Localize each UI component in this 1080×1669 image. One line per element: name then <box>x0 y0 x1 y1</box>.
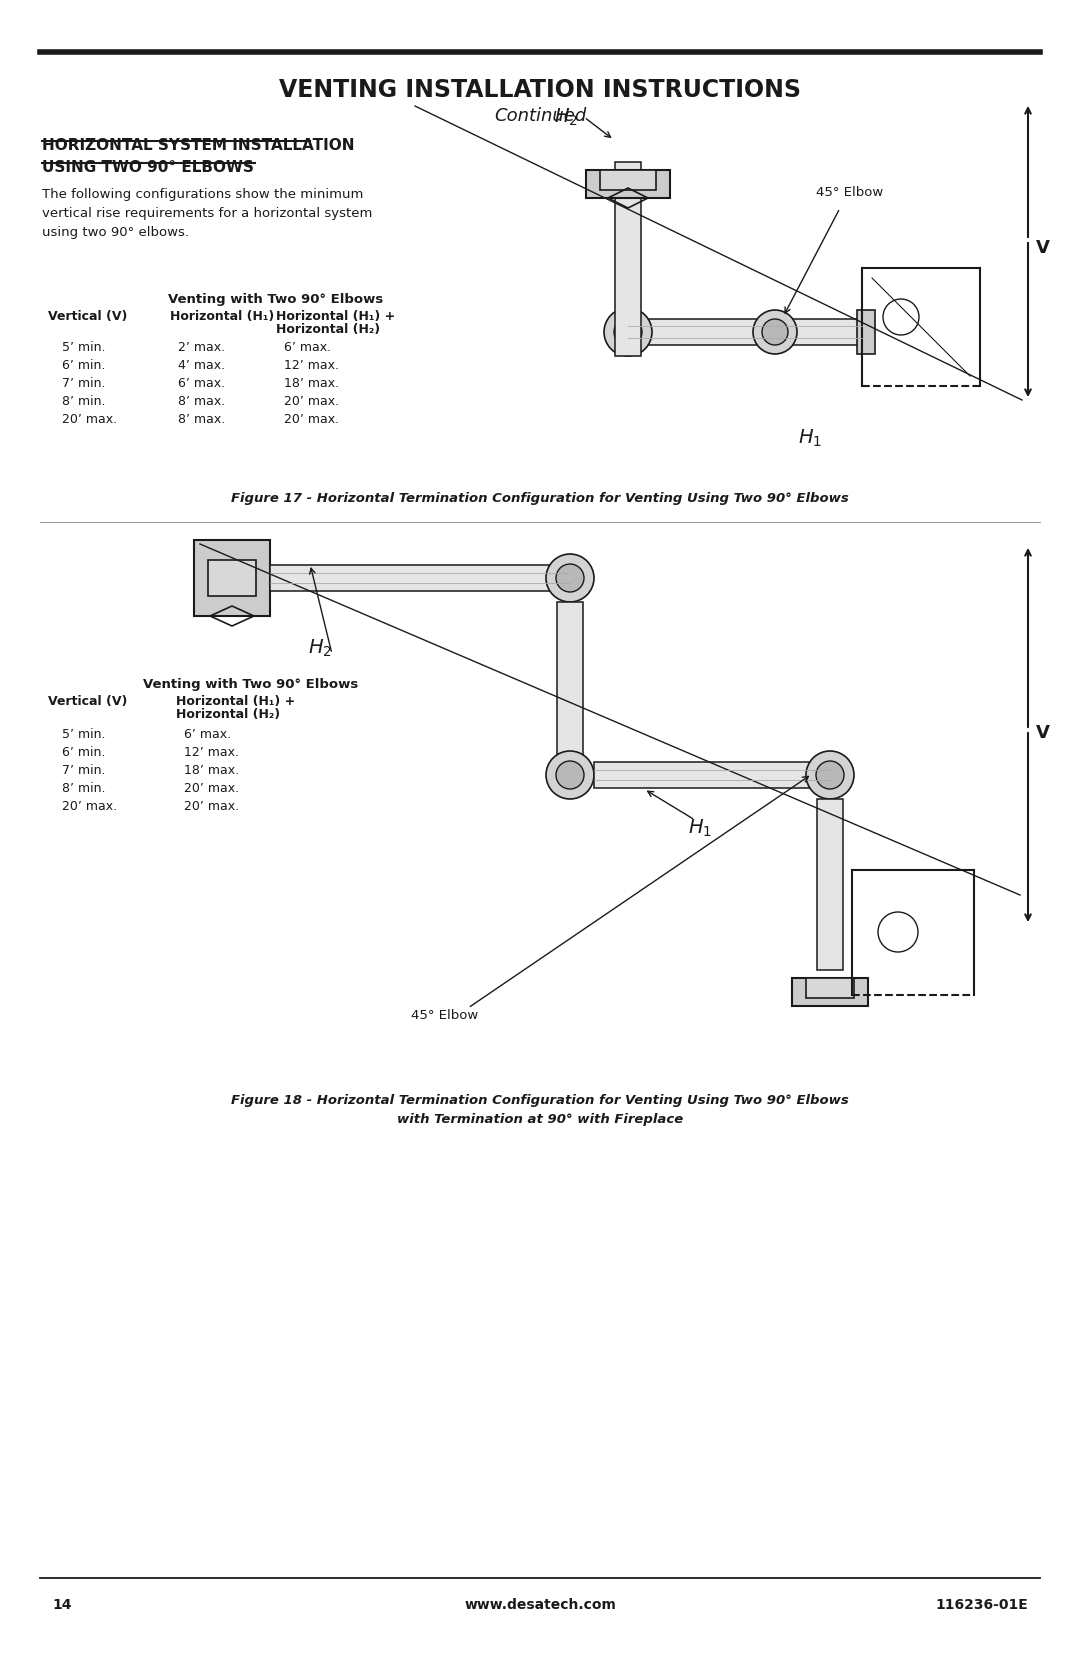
Circle shape <box>604 309 652 355</box>
Text: Venting with Two 90° Elbows: Venting with Two 90° Elbows <box>168 294 383 305</box>
Text: 45° Elbow: 45° Elbow <box>411 1008 478 1021</box>
Text: Horizontal (H₂): Horizontal (H₂) <box>176 708 280 721</box>
Text: 2’ max.: 2’ max. <box>178 340 225 354</box>
Text: 6’ min.: 6’ min. <box>62 359 106 372</box>
Circle shape <box>556 761 584 789</box>
Text: $H_2$: $H_2$ <box>554 107 578 127</box>
Text: 5’ min.: 5’ min. <box>62 728 106 741</box>
Text: 20’ max.: 20’ max. <box>284 412 339 426</box>
FancyBboxPatch shape <box>600 170 656 190</box>
Circle shape <box>816 761 843 789</box>
Text: 14: 14 <box>52 1597 71 1612</box>
FancyBboxPatch shape <box>627 319 862 345</box>
Text: 7’ min.: 7’ min. <box>62 377 106 391</box>
Text: USING TWO 90° ELBOWS: USING TWO 90° ELBOWS <box>42 160 254 175</box>
Text: The following configurations show the minimum: The following configurations show the mi… <box>42 189 363 200</box>
Text: Continued: Continued <box>494 107 586 125</box>
Text: Venting with Two 90° Elbows: Venting with Two 90° Elbows <box>143 678 359 691</box>
FancyBboxPatch shape <box>586 170 670 199</box>
Text: HORIZONTAL SYSTEM INSTALLATION: HORIZONTAL SYSTEM INSTALLATION <box>42 139 360 154</box>
Circle shape <box>546 751 594 799</box>
Text: 12’ max.: 12’ max. <box>284 359 339 372</box>
Circle shape <box>762 319 788 345</box>
Text: 6’ max.: 6’ max. <box>284 340 332 354</box>
Text: 6’ max.: 6’ max. <box>178 377 225 391</box>
FancyBboxPatch shape <box>806 978 854 998</box>
Circle shape <box>806 751 854 799</box>
FancyBboxPatch shape <box>208 561 256 596</box>
Text: VENTING INSTALLATION INSTRUCTIONS: VENTING INSTALLATION INSTRUCTIONS <box>279 78 801 102</box>
Text: $H_1$: $H_1$ <box>798 427 822 449</box>
Circle shape <box>753 310 797 354</box>
FancyBboxPatch shape <box>816 799 843 970</box>
FancyBboxPatch shape <box>594 763 831 788</box>
Text: www.desatech.com: www.desatech.com <box>464 1597 616 1612</box>
Text: Horizontal (H₁) +: Horizontal (H₁) + <box>176 694 295 708</box>
Text: 8’ min.: 8’ min. <box>62 396 106 407</box>
Text: V: V <box>1036 724 1050 743</box>
Circle shape <box>615 319 642 345</box>
Text: 18’ max.: 18’ max. <box>284 377 339 391</box>
Text: 6’ max.: 6’ max. <box>184 728 231 741</box>
Text: 8’ max.: 8’ max. <box>178 396 226 407</box>
FancyBboxPatch shape <box>270 566 570 591</box>
FancyBboxPatch shape <box>557 603 583 774</box>
Text: 20’ max.: 20’ max. <box>62 412 117 426</box>
Circle shape <box>556 564 584 592</box>
Text: 4’ max.: 4’ max. <box>178 359 225 372</box>
Text: 8’ max.: 8’ max. <box>178 412 226 426</box>
Text: with Termination at 90° with Fireplace: with Termination at 90° with Fireplace <box>396 1113 684 1127</box>
Text: Horizontal (H₁): Horizontal (H₁) <box>170 310 274 324</box>
Text: 116236-01E: 116236-01E <box>935 1597 1028 1612</box>
Text: vertical rise requirements for a horizontal system: vertical rise requirements for a horizon… <box>42 207 373 220</box>
Text: 45° Elbow: 45° Elbow <box>816 187 883 200</box>
Text: 20’ max.: 20’ max. <box>62 799 117 813</box>
Text: Figure 18 - Horizontal Termination Configuration for Venting Using Two 90° Elbow: Figure 18 - Horizontal Termination Confi… <box>231 1093 849 1107</box>
Text: Vertical (V): Vertical (V) <box>48 694 127 708</box>
FancyBboxPatch shape <box>615 162 642 355</box>
Text: 7’ min.: 7’ min. <box>62 764 106 778</box>
Text: 20’ max.: 20’ max. <box>284 396 339 407</box>
Text: using two 90° elbows.: using two 90° elbows. <box>42 225 189 239</box>
Text: Horizontal (H₂): Horizontal (H₂) <box>276 324 380 335</box>
Text: $H_2$: $H_2$ <box>308 638 332 659</box>
Circle shape <box>546 554 594 603</box>
Text: 6’ min.: 6’ min. <box>62 746 106 759</box>
Text: 5’ min.: 5’ min. <box>62 340 106 354</box>
Text: $H_1$: $H_1$ <box>688 818 712 838</box>
FancyBboxPatch shape <box>792 978 868 1006</box>
Text: 20’ max.: 20’ max. <box>184 783 239 794</box>
Text: Figure 17 - Horizontal Termination Configuration for Venting Using Two 90° Elbow: Figure 17 - Horizontal Termination Confi… <box>231 492 849 506</box>
Text: 8’ min.: 8’ min. <box>62 783 106 794</box>
Text: Vertical (V): Vertical (V) <box>48 310 127 324</box>
Text: 20’ max.: 20’ max. <box>184 799 239 813</box>
FancyBboxPatch shape <box>858 310 875 354</box>
Text: Horizontal (H₁) +: Horizontal (H₁) + <box>276 310 395 324</box>
Text: V: V <box>1036 239 1050 257</box>
FancyBboxPatch shape <box>194 541 270 616</box>
Text: 12’ max.: 12’ max. <box>184 746 239 759</box>
Text: 18’ max.: 18’ max. <box>184 764 239 778</box>
